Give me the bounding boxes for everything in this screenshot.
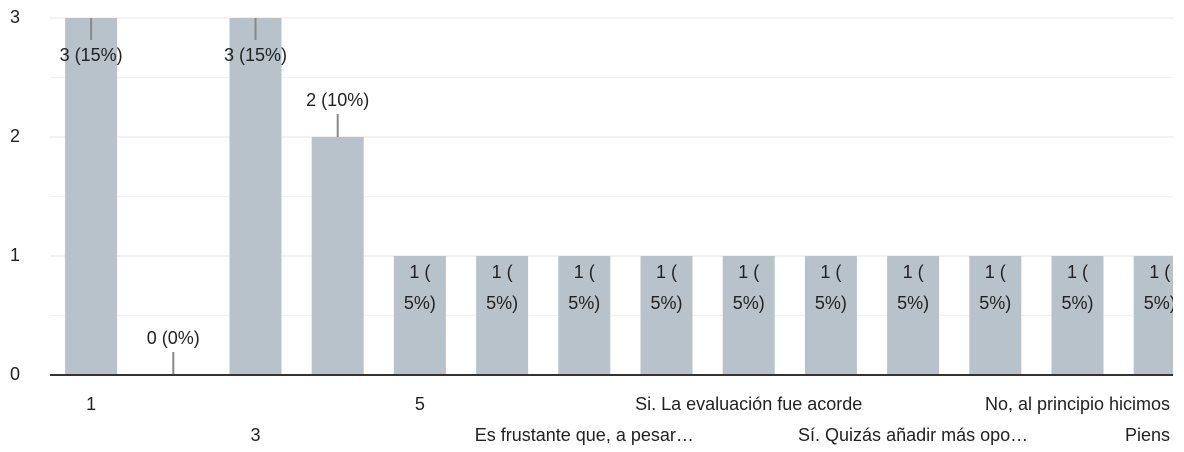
bar [722,256,775,375]
data-label: 3 (15%) [224,45,287,65]
data-label: 2 (10%) [306,90,369,110]
bar [558,256,611,375]
bar [887,256,940,375]
data-label: 1 (5%) [815,262,847,313]
x-tick-label: Sí. Quizás añadir más opo… [798,425,1028,445]
y-tick-label: 3 [10,7,20,27]
bar [969,256,1022,375]
data-label: 1 (5%) [650,262,682,313]
y-tick-label: 2 [10,126,20,146]
y-tick-label: 1 [10,245,20,265]
data-label: 1 (5%) [979,262,1011,313]
x-tick-label: Piens [1125,425,1170,445]
bar [1051,256,1104,375]
bar [1133,256,1173,375]
data-label: 3 (15%) [60,45,123,65]
x-tick-label: 1 [86,394,96,414]
x-tick-label: Si. La evaluación fue acorde [635,394,862,414]
data-label: 1 (5%) [1144,262,1176,313]
data-label: 1 (5%) [1061,262,1093,313]
x-tick-label: No, al principio hicimos [985,394,1170,414]
x-tick-label: Es frustante que, a pesar… [475,425,694,445]
bar [65,18,118,375]
data-label: 1 (5%) [897,262,929,313]
data-label: 1 (5%) [733,262,765,313]
y-tick-label: 0 [10,364,20,384]
bar [393,256,446,375]
data-label: 1 (5%) [568,262,600,313]
plot-area: 3 (15%) 1 0 (0%) 3 (15%) 3 2 (10%) 1 (5%) 5 1 (5… [50,17,1176,445]
bar [804,256,857,375]
x-tick-label: 5 [415,394,425,414]
bar [311,137,364,375]
data-label: 0 (0%) [147,328,200,348]
bar [229,18,282,375]
data-label: 1 (5%) [404,262,436,313]
data-label: 1 (5%) [486,262,518,313]
bar [476,256,529,375]
x-tick-label: 3 [250,425,260,445]
bar [640,256,693,375]
